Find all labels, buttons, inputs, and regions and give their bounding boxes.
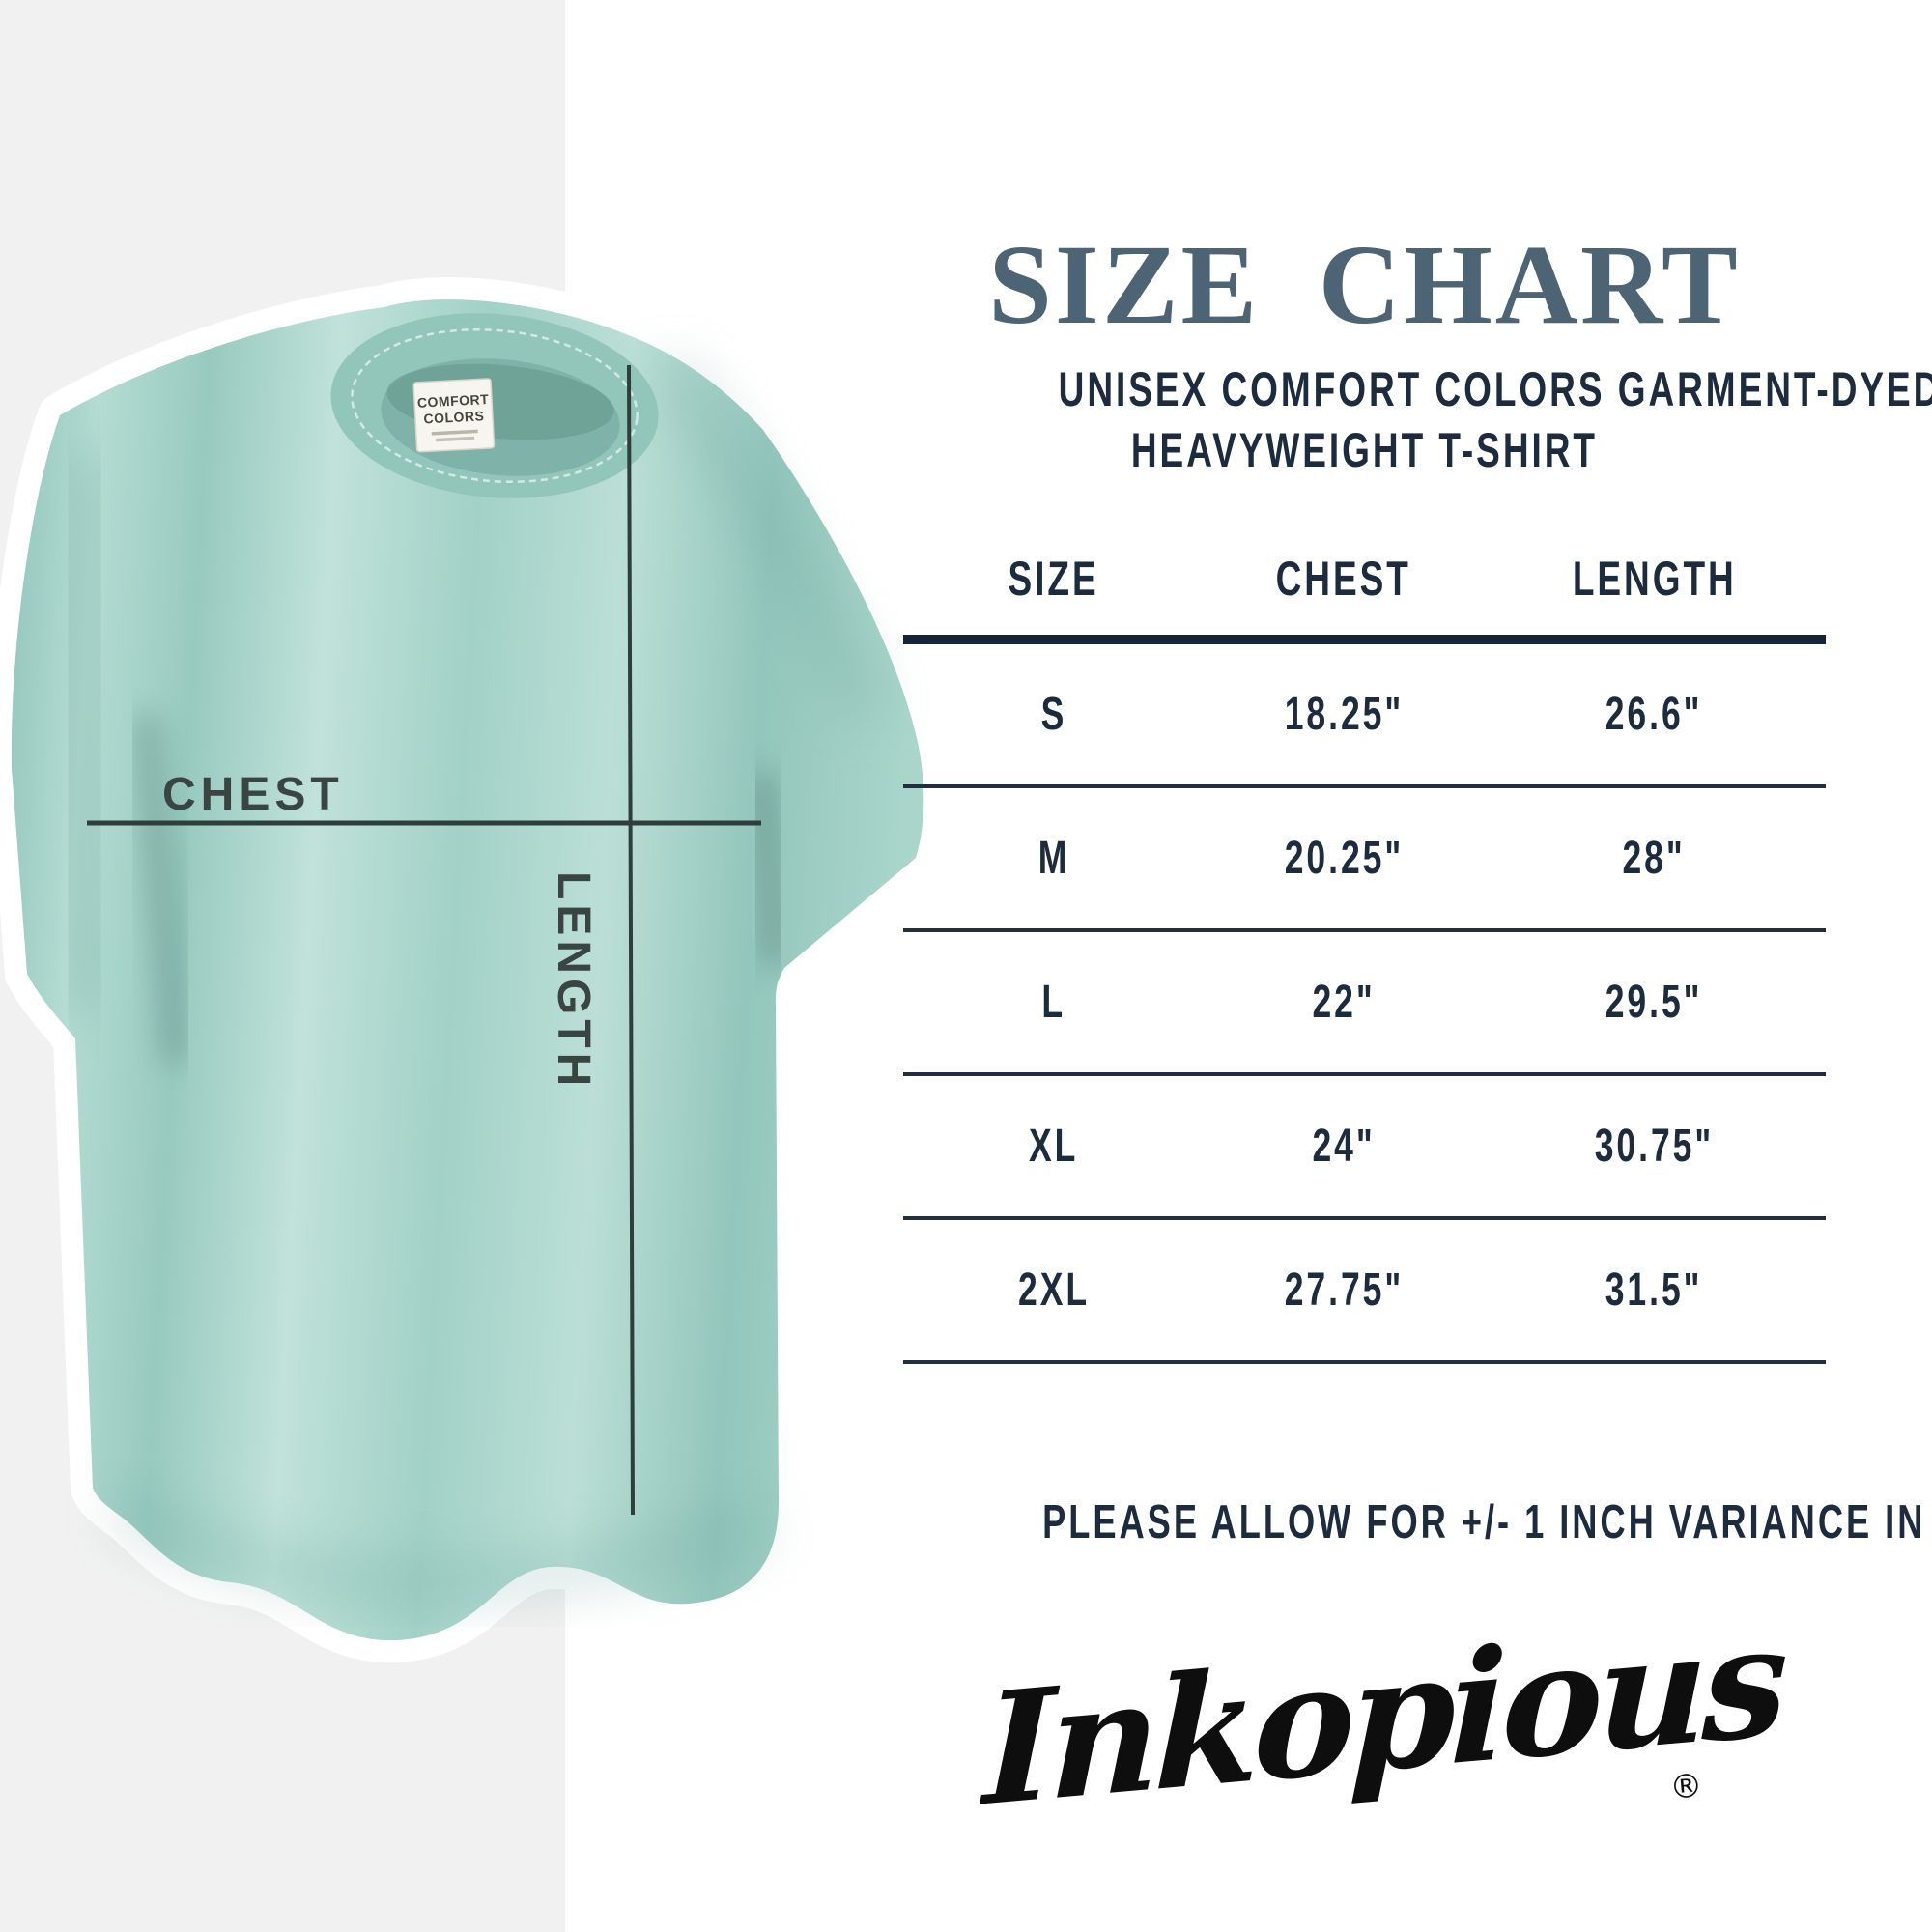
- tshirt-body: [0, 277, 947, 1662]
- neck-tag-brand-line1: COMFORT: [417, 391, 490, 411]
- size-value: M: [1037, 833, 1070, 884]
- table-row-s: S 18.25" 26.6": [903, 644, 1826, 788]
- cell-chest: 24": [1205, 1076, 1483, 1216]
- header-length-label: LENGTH: [1572, 551, 1737, 606]
- cell-chest: 20.25": [1205, 788, 1483, 928]
- cell-length: 28": [1483, 788, 1826, 928]
- subtitle-line2: HEAVYWEIGHT T-SHIRT: [1130, 423, 1599, 477]
- size-value: XL: [1029, 1121, 1079, 1172]
- variance-note-text: PLEASE ALLOW FOR +/- 1 INCH VARIANCE IN …: [1042, 1496, 1932, 1548]
- chest-value: 24": [1312, 1121, 1376, 1172]
- table-row-2xl: 2XL 27.75" 31.5": [903, 1220, 1826, 1364]
- size-value: 2XL: [1017, 1264, 1091, 1316]
- cell-size: M: [903, 788, 1205, 928]
- header-size: SIZE: [903, 522, 1205, 635]
- size-table-header-row: SIZE CHEST LENGTH: [903, 522, 1826, 644]
- cell-size: XL: [903, 1076, 1205, 1216]
- registered-trademark-icon: ®: [1667, 1766, 1705, 1808]
- page-title: SIZE CHART: [988, 221, 1741, 348]
- table-row-m: M 20.25" 28": [903, 788, 1826, 932]
- subtitle-line1: UNISEX COMFORT COLORS GARMENT-DYED: [1058, 362, 1932, 416]
- cell-chest: 18.25": [1205, 644, 1483, 784]
- cell-chest: 22": [1205, 932, 1483, 1072]
- header-chest: CHEST: [1205, 522, 1483, 635]
- tshirt-collar: COMFORT COLORS: [330, 313, 659, 498]
- size-value: S: [1040, 689, 1067, 740]
- length-value: 26.6": [1605, 689, 1703, 740]
- cell-size: S: [903, 644, 1205, 784]
- subtitle: UNISEX COMFORT COLORS GARMENT-DYED HEAVY…: [903, 359, 1932, 481]
- measurement-annotations: CHEST LENGTH: [87, 364, 761, 1516]
- length-value: 30.75": [1594, 1121, 1715, 1172]
- header-length: LENGTH: [1483, 522, 1826, 635]
- cell-size: L: [903, 932, 1205, 1072]
- cell-size: 2XL: [903, 1220, 1205, 1360]
- header-size-label: SIZE: [1008, 551, 1100, 606]
- cell-length: 26.6": [1483, 644, 1826, 784]
- chest-value: 18.25": [1284, 689, 1404, 740]
- cell-length: 29.5": [1483, 932, 1826, 1072]
- length-value: 31.5": [1605, 1264, 1703, 1316]
- chest-value: 27.75": [1284, 1264, 1404, 1316]
- length-measure-line: [627, 364, 635, 1516]
- variance-note: PLEASE ALLOW FOR +/- 1 INCH VARIANCE IN …: [869, 1495, 1932, 1549]
- table-row-xl: XL 24" 30.75": [903, 1076, 1826, 1220]
- chest-value: 20.25": [1284, 833, 1404, 884]
- length-measure-label: LENGTH: [548, 871, 599, 1091]
- cell-chest: 27.75": [1205, 1220, 1483, 1360]
- size-value: L: [1041, 977, 1066, 1028]
- table-row-l: L 22" 29.5": [903, 932, 1826, 1076]
- size-table: SIZE CHEST LENGTH S 18.25" 26.6" M 20.25…: [903, 522, 1826, 1364]
- length-value: 29.5": [1605, 977, 1703, 1028]
- chest-measure-label: CHEST: [162, 769, 344, 820]
- cell-length: 30.75": [1483, 1076, 1826, 1216]
- cell-length: 31.5": [1483, 1220, 1826, 1360]
- neck-tag-brand-line2: COLORS: [423, 408, 485, 426]
- length-value: 28": [1622, 833, 1687, 884]
- chest-value: 22": [1312, 977, 1376, 1028]
- header-chest-label: CHEST: [1275, 551, 1412, 606]
- neck-tag: COMFORT COLORS: [412, 378, 496, 453]
